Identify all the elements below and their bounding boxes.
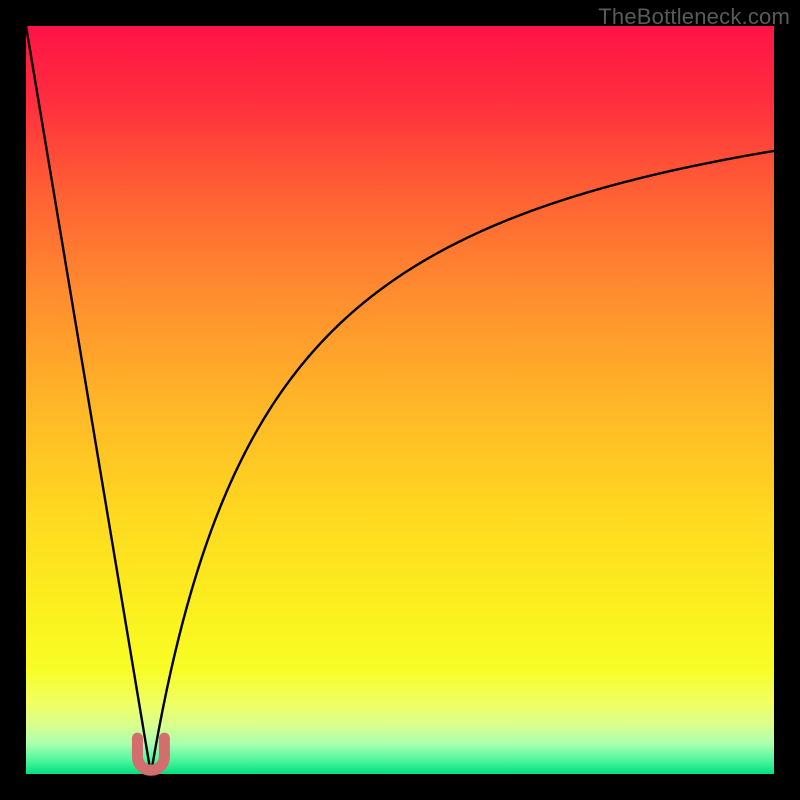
- chart-container: TheBottleneck.com: [0, 0, 800, 800]
- bottleneck-chart: [0, 0, 800, 800]
- plot-background: [26, 26, 774, 774]
- watermark-text: TheBottleneck.com: [598, 4, 790, 30]
